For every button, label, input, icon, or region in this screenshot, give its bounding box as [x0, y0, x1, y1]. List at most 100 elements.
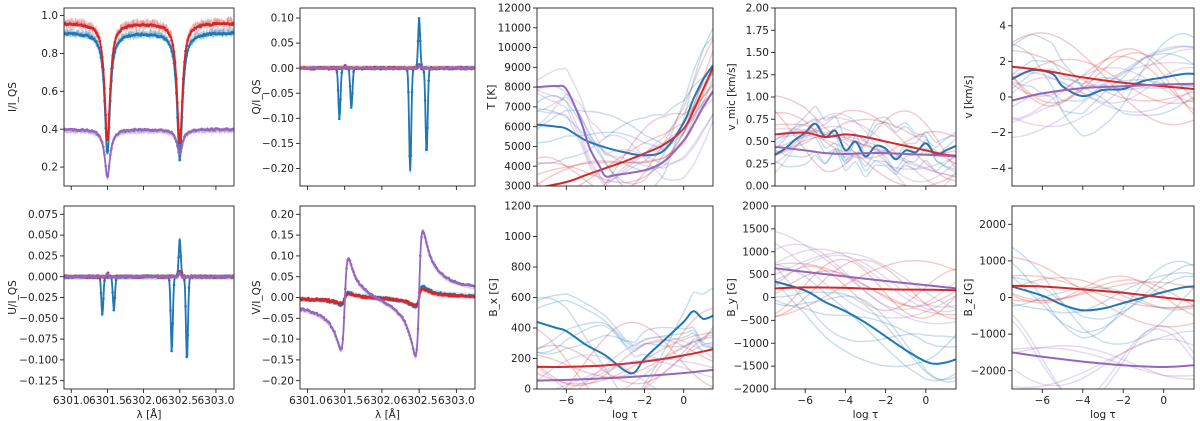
ensemble-line-red	[563, 321, 713, 389]
ensemble-line-purple	[1012, 61, 1194, 123]
ensemble-line-blue	[64, 27, 234, 160]
ensemble-line-red	[1012, 52, 1194, 104]
y-tick-label: 0.2	[41, 162, 58, 174]
x-tick-label: 6303.0	[198, 395, 235, 407]
x-tick-label: −6	[1035, 395, 1051, 407]
y-tick-label: 0.05	[271, 271, 294, 283]
ensemble-line-purple	[64, 125, 234, 180]
y-tick-label: −0.20	[262, 375, 294, 387]
ensemble-line-purple	[64, 127, 234, 181]
obs-point-blue	[338, 117, 341, 120]
ensemble-line-purple	[577, 336, 713, 389]
series-line-blue	[537, 64, 713, 157]
x-axis-label: log τ	[853, 409, 879, 421]
ensemble-line-red	[1012, 274, 1194, 309]
panel-temperature: 3000 4000 5000 6000 7000 8000 9000 10000 11000 12…	[486, 3, 714, 193]
y-tick-label: 0.025	[28, 251, 58, 263]
y-tick-label: 5000	[504, 141, 531, 153]
ensemble-line-red	[775, 118, 956, 165]
ensemble-line-red	[537, 332, 713, 385]
ensemble-line-purple	[775, 125, 956, 183]
y-tick-label: −0.10	[262, 334, 294, 346]
ensemble-line-purple	[300, 231, 475, 360]
ensemble-line-purple	[775, 254, 956, 308]
y-tick-label: 0.10	[271, 251, 294, 263]
series-line-blue	[64, 32, 234, 160]
ensemble-line-purple	[64, 126, 234, 179]
series-line-red	[775, 131, 956, 157]
y-tick-label: 4	[999, 20, 1006, 32]
y-axis-label: I/I_QS	[7, 82, 19, 112]
ensemble-line-red	[300, 62, 475, 68]
series-line-purple	[1012, 82, 1194, 102]
ensemble-line-purple	[537, 341, 713, 389]
ensemble-line-red	[300, 289, 475, 309]
y-tick-label: 1.50	[746, 47, 769, 59]
plot-area	[775, 230, 956, 383]
ensemble-line-red	[775, 109, 956, 182]
ensemble-line-purple	[537, 89, 713, 184]
y-tick-label: 0.15	[271, 230, 294, 242]
panel-stokes-u: 6301.0 6301.5 6302.0 6302.5 6303.0 −0.125 −0.1…	[7, 205, 235, 421]
x-axis-label: λ [Å]	[137, 408, 162, 421]
y-tick-label: −0.20	[262, 163, 294, 175]
ensemble-line-blue	[537, 324, 713, 361]
ensemble-line-blue	[1012, 271, 1194, 314]
series-line-purple	[300, 229, 475, 357]
ensemble-line-red	[1012, 276, 1194, 309]
x-tick-label: −4	[598, 395, 614, 407]
panel-stokes-q: −0.20 −0.15 −0.10 −0.05 0.00 0.05 0.10 Q/I_QS	[251, 7, 476, 190]
y-tick-label: −0.15	[262, 354, 294, 366]
y-axis-label: V/I_QS	[251, 280, 263, 314]
y-tick-label: 2	[999, 56, 1006, 68]
axes-frame	[63, 7, 235, 187]
x-tick-label: 6301.0	[53, 395, 90, 407]
plot-area	[537, 27, 713, 186]
ensemble-line-blue	[537, 293, 713, 348]
plot-area	[64, 15, 234, 182]
ensemble-line-blue	[537, 36, 713, 185]
series-line-blue	[537, 310, 713, 375]
y-axis-label: Q/I_QS	[251, 79, 263, 114]
panel-vmic: 0.00 0.25 0.50 0.75 1.00 1.25 1.50 1.75 2.00 v_mi…	[726, 3, 957, 193]
ensemble-line-red	[775, 111, 956, 159]
y-tick-label: 9000	[504, 62, 531, 74]
ensemble-line-blue	[64, 237, 234, 357]
y-tick-label: 0.00	[746, 181, 769, 193]
ensemble-line-blue	[1012, 263, 1194, 334]
y-tick-label: 0.050	[28, 230, 58, 242]
y-tick-label: −0.15	[262, 138, 294, 150]
y-tick-label: 0.50	[746, 136, 769, 148]
y-tick-label: −0.05	[262, 313, 294, 325]
panel-stokes-v: 6301.0 6301.5 6302.0 6302.5 6303.0 −0.20 −0.15…	[251, 205, 476, 421]
y-tick-label: 0.8	[41, 48, 58, 60]
ensemble-line-purple	[1012, 71, 1194, 113]
ensemble-line-red	[1012, 47, 1194, 115]
panel-velocity: −4 −2 0 2 4 v [km/s]	[963, 7, 1195, 190]
ensemble-line-purple	[537, 96, 713, 166]
ensemble-line-blue	[537, 326, 713, 355]
ensemble-line-blue	[64, 27, 234, 160]
ensemble-line-purple	[775, 230, 956, 325]
y-tick-label: 0	[524, 384, 531, 396]
ensemble-line-blue	[1012, 246, 1194, 345]
ensemble-line-blue	[300, 16, 475, 171]
series-line-blue	[1012, 285, 1194, 312]
x-tick-label: 6301.0	[289, 395, 326, 407]
y-tick-label: −2000	[970, 365, 1006, 377]
ensemble-line-red	[775, 270, 956, 308]
x-tick-label: −6	[559, 395, 575, 407]
plot-area	[537, 287, 713, 389]
ensemble-line-purple	[775, 243, 956, 311]
y-tick-label: 0.00	[271, 63, 294, 75]
ensemble-line-blue	[1012, 33, 1194, 117]
x-tick-label: 6301.5	[326, 395, 363, 407]
ensemble-line-blue	[537, 299, 713, 353]
x-tick-label: 6302.0	[125, 395, 162, 407]
ensemble-line-purple	[300, 230, 475, 360]
series-line-purple	[1012, 351, 1194, 369]
ensemble-line-red	[1012, 256, 1194, 328]
y-tick-label: 500	[749, 269, 769, 281]
ensemble-line-purple	[1012, 48, 1194, 128]
y-tick-label: 0.25	[746, 158, 769, 170]
